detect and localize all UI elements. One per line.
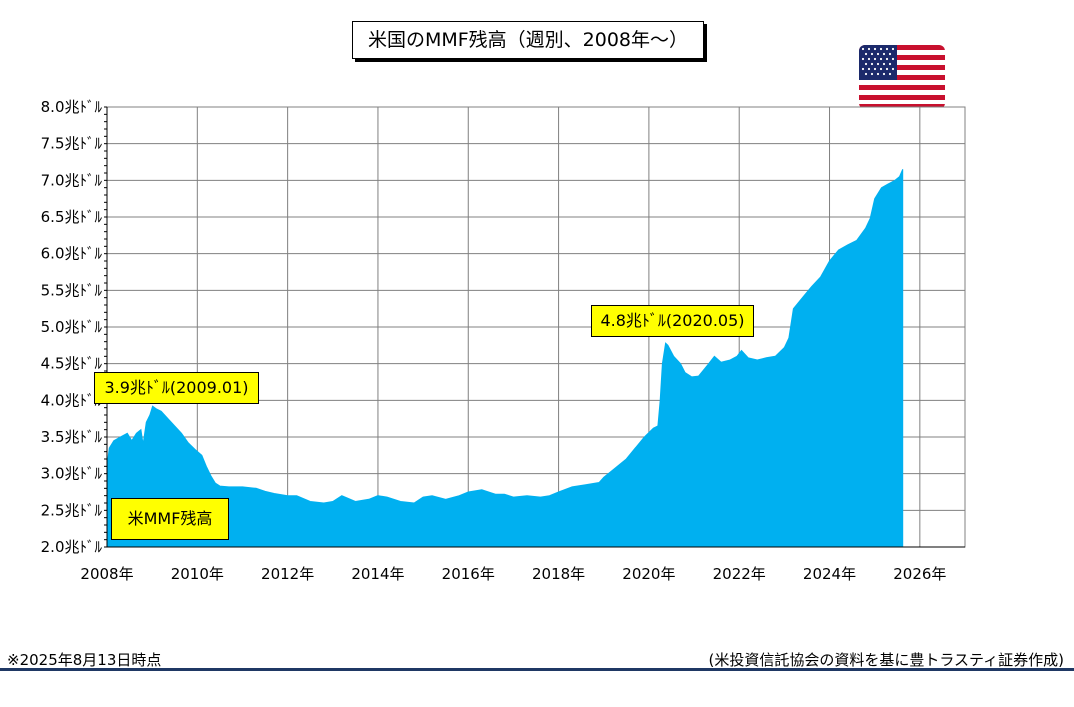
y-tick-label: 3.5兆ﾄﾞﾙ [41,428,103,446]
series-label: 米MMF残高 [111,498,229,540]
annotation-peak-2020: 4.8兆ﾄﾞﾙ(2020.05) [591,305,754,337]
x-tick-label: 2020年 [622,565,675,583]
y-tick-label: 5.0兆ﾄﾞﾙ [41,318,103,336]
x-tick-label: 2018年 [532,565,585,583]
y-tick-label: 2.5兆ﾄﾞﾙ [41,501,103,519]
source-note: (米投資信託協会の資料を基に豊トラスティ証券作成) [708,651,1064,669]
x-tick-label: 2012年 [261,565,314,583]
y-minor-ticks [104,106,107,548]
x-tick-label: 2026年 [893,565,946,583]
y-tick-label: 4.0兆ﾄﾞﾙ [41,391,103,409]
x-tick-label: 2008年 [80,565,133,583]
y-tick-label: 3.0兆ﾄﾞﾙ [41,465,103,483]
x-tick-label: 2024年 [803,565,856,583]
annotation-peak-2009: 3.9兆ﾄﾞﾙ(2009.01) [94,372,259,404]
y-tick-label: 7.0兆ﾄﾞﾙ [41,171,103,189]
y-tick-label: 6.5兆ﾄﾞﾙ [41,208,103,226]
y-tick-label: 7.5兆ﾄﾞﾙ [41,135,103,153]
chart-title: 米国のMMF残高（週別、2008年〜） [352,21,704,59]
x-axis-tick-labels: 2008年 2010年 2012年 2014年 2016年 2018年 2020年 2022年… [80,565,946,583]
x-tick-label: 2010年 [171,565,224,583]
y-tick-label: 2.0兆ﾄﾞﾙ [41,538,103,556]
y-tick-label: 8.0兆ﾄﾞﾙ [41,98,103,116]
x-tick-label: 2022年 [713,565,766,583]
y-tick-label: 4.5兆ﾄﾞﾙ [41,355,103,373]
footer-divider [0,668,1074,671]
mmf-balance-area [106,169,904,548]
x-tick-label: 2016年 [442,565,495,583]
y-axis-tick-labels: 2.0兆ﾄﾞﾙ 2.5兆ﾄﾞﾙ 3.0兆ﾄﾞﾙ 3.5兆ﾄﾞﾙ 4.0兆ﾄﾞﾙ 4.5兆ﾄ… [41,98,103,556]
y-tick-label: 5.5兆ﾄﾞﾙ [41,281,103,299]
x-tick-label: 2014年 [351,565,404,583]
footnote-date: ※2025年8月13日時点 [7,651,162,669]
y-tick-label: 6.0兆ﾄﾞﾙ [41,245,103,263]
